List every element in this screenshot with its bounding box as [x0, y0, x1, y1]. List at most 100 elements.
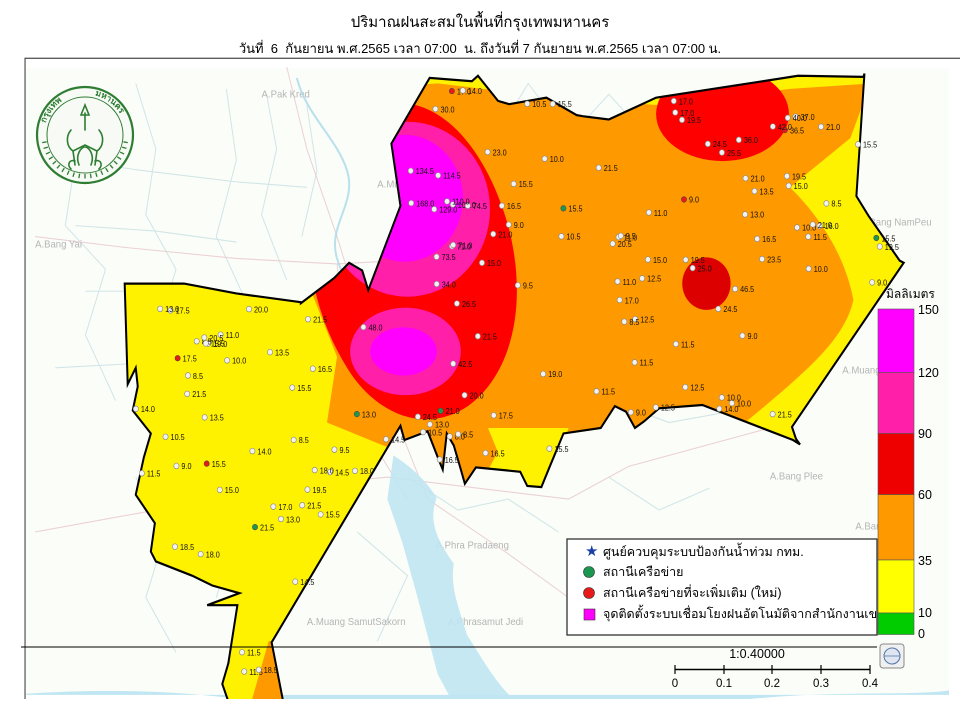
svg-text:12.5: 12.5: [640, 315, 654, 324]
svg-text:สถานีเครือข่าย: สถานีเครือข่าย: [603, 565, 684, 579]
svg-text:10.0: 10.0: [232, 356, 246, 365]
svg-text:11.5: 11.5: [640, 358, 654, 367]
svg-text:21.5: 21.5: [307, 501, 321, 510]
svg-text:11.5: 11.5: [602, 387, 616, 396]
svg-text:10.0: 10.0: [727, 393, 741, 402]
svg-text:0: 0: [672, 678, 678, 690]
svg-text:21.5: 21.5: [604, 164, 618, 173]
svg-text:46.5: 46.5: [740, 285, 754, 294]
svg-text:15.5: 15.5: [297, 384, 311, 393]
svg-text:34.0: 34.0: [442, 280, 456, 289]
svg-text:10: 10: [918, 606, 932, 620]
svg-text:11.0: 11.0: [623, 278, 637, 287]
svg-text:19.5: 19.5: [312, 486, 326, 495]
svg-text:134.5: 134.5: [416, 167, 434, 176]
svg-text:18.0: 18.0: [320, 466, 334, 475]
svg-text:26.5: 26.5: [462, 300, 476, 309]
svg-text:15.5: 15.5: [554, 445, 568, 454]
svg-text:9.0: 9.0: [181, 462, 191, 471]
svg-text:24.5: 24.5: [723, 305, 737, 314]
svg-text:ศูนย์ควบคุมระบบป้องกันน้ำท่วม: ศูนย์ควบคุมระบบป้องกันน้ำท่วม กทม.: [603, 542, 804, 560]
svg-text:17.0: 17.0: [625, 296, 639, 305]
svg-text:0: 0: [918, 627, 925, 641]
svg-text:15.5: 15.5: [326, 510, 340, 519]
svg-text:17.5: 17.5: [499, 411, 513, 420]
svg-text:0.3: 0.3: [813, 678, 829, 690]
svg-text:19.5: 19.5: [687, 116, 701, 125]
svg-text:21.0: 21.0: [751, 174, 765, 183]
svg-text:15.5: 15.5: [558, 100, 572, 109]
svg-text:13.0: 13.0: [286, 515, 300, 524]
svg-text:11.0: 11.0: [654, 208, 668, 217]
svg-text:18.0: 18.0: [360, 467, 374, 476]
svg-text:A.Bang Plee: A.Bang Plee: [770, 471, 824, 482]
svg-text:21.5: 21.5: [778, 410, 792, 419]
svg-text:18.5: 18.5: [264, 666, 278, 675]
svg-text:19.5: 19.5: [792, 172, 806, 181]
svg-text:23.5: 23.5: [767, 255, 781, 264]
svg-text:11.0: 11.0: [226, 331, 240, 340]
svg-text:30.0: 30.0: [441, 105, 455, 114]
svg-text:20.0: 20.0: [470, 391, 484, 400]
svg-text:14.0: 14.0: [257, 447, 271, 456]
svg-text:14.5: 14.5: [391, 435, 405, 444]
svg-text:21.5: 21.5: [313, 315, 327, 324]
svg-text:114.5: 114.5: [443, 171, 461, 180]
svg-text:21.0: 21.0: [498, 230, 512, 239]
svg-text:0.4: 0.4: [862, 678, 879, 690]
svg-text:15.5: 15.5: [568, 204, 582, 213]
svg-text:15.5: 15.5: [212, 460, 226, 469]
svg-text:36.5: 36.5: [790, 126, 804, 135]
svg-text:20.0: 20.0: [254, 305, 268, 314]
svg-text:9.5: 9.5: [339, 446, 349, 455]
svg-text:★: ★: [585, 543, 598, 560]
svg-text:17.0: 17.0: [679, 97, 693, 106]
svg-text:13.5: 13.5: [210, 413, 224, 422]
svg-text:9.0: 9.0: [747, 332, 757, 341]
svg-text:17.0: 17.0: [278, 503, 292, 512]
svg-text:25.5: 25.5: [727, 149, 741, 158]
svg-text:21.0: 21.0: [826, 123, 840, 132]
svg-text:A.Bang Yai: A.Bang Yai: [35, 239, 82, 250]
svg-text:90: 90: [918, 427, 932, 441]
svg-text:8.5: 8.5: [831, 199, 841, 208]
svg-text:10.5: 10.5: [171, 433, 185, 442]
svg-text:9.0: 9.0: [636, 408, 646, 417]
svg-text:15.0: 15.0: [794, 182, 808, 191]
svg-text:13.0: 13.0: [165, 305, 179, 314]
svg-text:36.0: 36.0: [744, 136, 758, 145]
svg-text:16.5: 16.5: [762, 235, 776, 244]
svg-text:73.5: 73.5: [442, 253, 456, 262]
svg-text:48.0: 48.0: [368, 323, 382, 332]
svg-text:15.0: 15.0: [487, 259, 501, 268]
svg-text:42.5: 42.5: [458, 360, 472, 369]
svg-text:74.5: 74.5: [473, 202, 487, 211]
svg-text:11.5: 11.5: [813, 233, 827, 242]
svg-text:18.0: 18.0: [206, 550, 220, 559]
svg-text:A.Muang SamutSakorn: A.Muang SamutSakorn: [307, 617, 406, 628]
svg-text:168.0: 168.0: [416, 199, 434, 208]
svg-text:12.5: 12.5: [690, 383, 704, 392]
svg-text:20.5: 20.5: [618, 240, 632, 249]
svg-text:15.0: 15.0: [653, 256, 667, 265]
svg-text:14.0: 14.0: [141, 405, 155, 414]
svg-text:9.5: 9.5: [523, 281, 533, 290]
svg-text:21.5: 21.5: [192, 390, 206, 399]
svg-text:110.0: 110.0: [452, 197, 470, 206]
svg-text:13.0: 13.0: [435, 420, 449, 429]
svg-text:15.5: 15.5: [863, 140, 877, 149]
svg-text:35: 35: [918, 554, 932, 568]
svg-text:23.0: 23.0: [493, 148, 507, 157]
svg-text:11.5: 11.5: [247, 648, 261, 657]
svg-text:40.0: 40.0: [793, 114, 807, 123]
svg-text:15.5: 15.5: [881, 234, 895, 243]
svg-text:10.5: 10.5: [532, 100, 546, 109]
svg-text:150: 150: [918, 303, 939, 317]
svg-text:19.5: 19.5: [691, 256, 705, 265]
svg-text:16.5: 16.5: [318, 365, 332, 374]
svg-text:มิลลิเมตร: มิลลิเมตร: [886, 287, 935, 301]
svg-text:71.0: 71.0: [458, 241, 472, 250]
svg-text:13.0: 13.0: [750, 210, 764, 219]
svg-text:12.5: 12.5: [661, 403, 675, 412]
svg-text:17.5: 17.5: [183, 354, 197, 363]
